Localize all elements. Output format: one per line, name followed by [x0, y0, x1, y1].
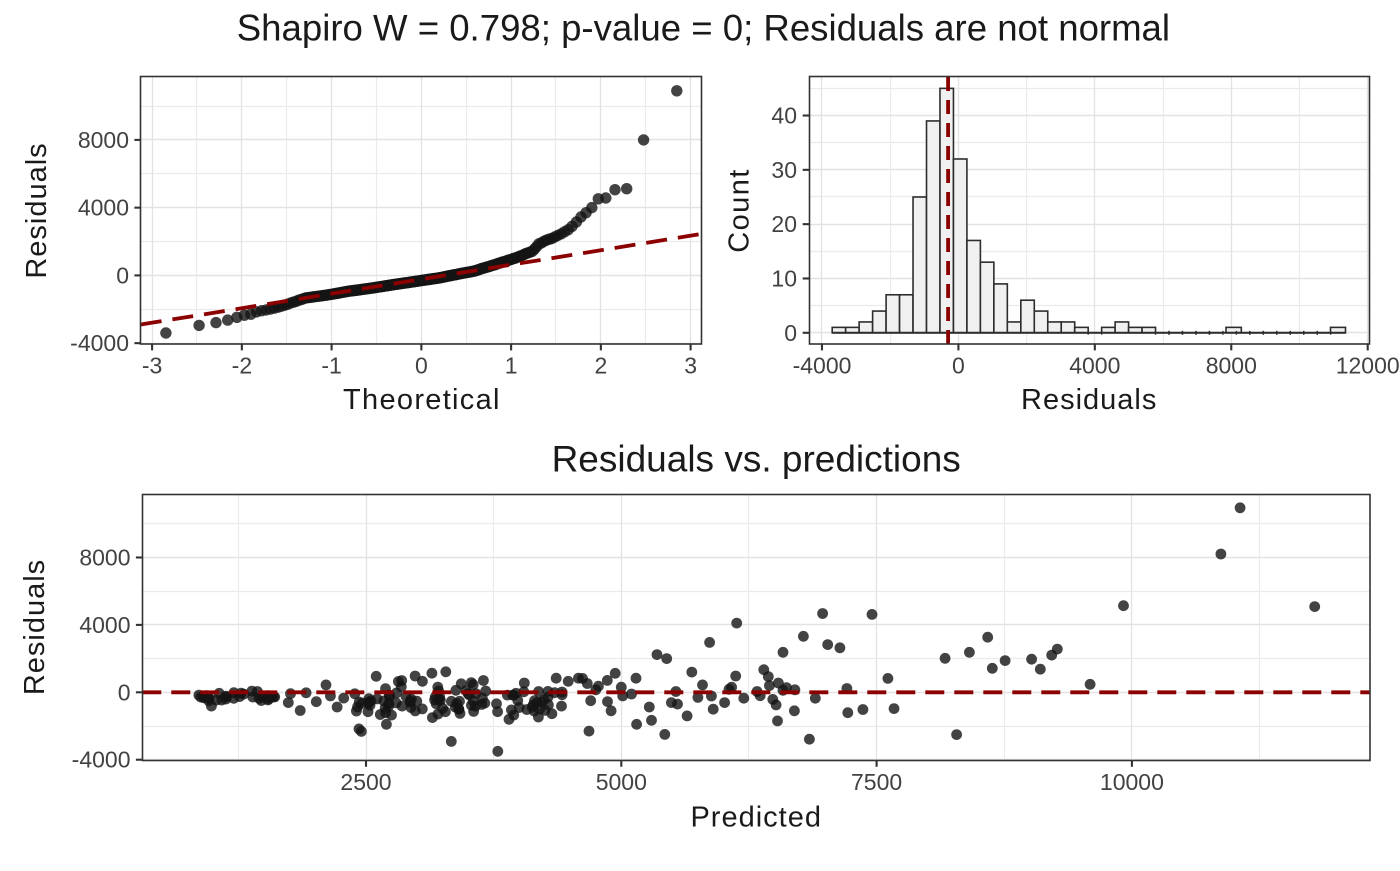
- svg-text:Shapiro W = 0.798; p-value = 0: Shapiro W = 0.798; p-value = 0; Residual…: [237, 8, 1170, 49]
- svg-text:4000: 4000: [1069, 353, 1120, 379]
- svg-text:8000: 8000: [1206, 353, 1257, 379]
- svg-text:Residuals vs. predictions: Residuals vs. predictions: [552, 438, 961, 479]
- svg-text:-4000: -4000: [70, 330, 129, 356]
- svg-text:0: 0: [118, 679, 131, 705]
- svg-text:1: 1: [505, 353, 518, 379]
- svg-text:12000: 12000: [1336, 353, 1400, 379]
- svg-text:10: 10: [771, 266, 797, 292]
- svg-text:Residuals: Residuals: [1021, 384, 1157, 416]
- svg-text:-2: -2: [232, 353, 252, 379]
- svg-text:8000: 8000: [79, 545, 130, 571]
- svg-text:2500: 2500: [340, 769, 391, 795]
- svg-text:10000: 10000: [1100, 769, 1164, 795]
- svg-text:-4000: -4000: [793, 353, 852, 379]
- svg-text:Residuals: Residuals: [21, 142, 53, 278]
- svg-text:5000: 5000: [596, 769, 647, 795]
- svg-text:Count: Count: [724, 168, 756, 252]
- svg-text:2: 2: [595, 353, 608, 379]
- svg-text:Predicted: Predicted: [690, 802, 822, 834]
- svg-text:40: 40: [771, 103, 797, 129]
- svg-text:20: 20: [771, 211, 797, 237]
- svg-text:3: 3: [684, 353, 697, 379]
- svg-text:0: 0: [116, 262, 129, 288]
- svg-text:Theoretical: Theoretical: [343, 384, 501, 416]
- svg-text:Residuals: Residuals: [19, 559, 51, 695]
- svg-text:0: 0: [952, 353, 965, 379]
- svg-text:-4000: -4000: [72, 747, 131, 773]
- svg-text:7500: 7500: [851, 769, 902, 795]
- svg-text:-1: -1: [321, 353, 341, 379]
- svg-text:4000: 4000: [78, 195, 129, 221]
- svg-text:30: 30: [771, 157, 797, 183]
- svg-text:0: 0: [415, 353, 428, 379]
- svg-text:8000: 8000: [78, 127, 129, 153]
- svg-text:4000: 4000: [79, 612, 130, 638]
- svg-text:-3: -3: [142, 353, 162, 379]
- svg-text:0: 0: [784, 320, 797, 346]
